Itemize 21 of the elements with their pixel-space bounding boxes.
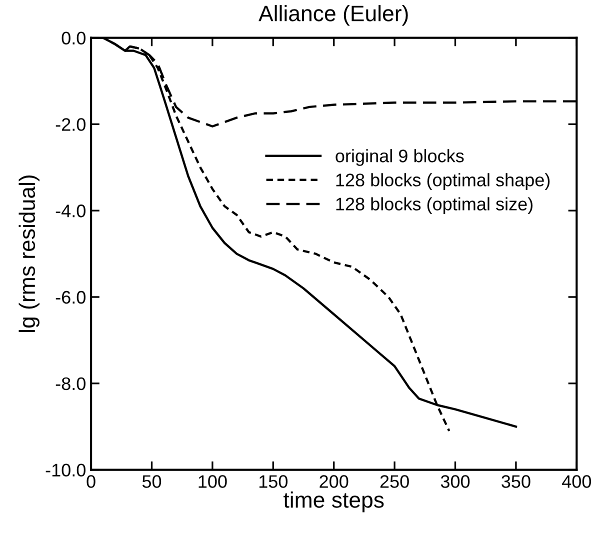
legend-label: 128 blocks (optimal size) — [336, 197, 532, 214]
y-tick-label: -10.0 — [46, 464, 86, 477]
y-tick-label: -8.0 — [56, 377, 86, 390]
y-axis-title: lg (rms residual) — [18, 176, 40, 332]
x-tick-label: 50 — [142, 475, 162, 488]
chart-title: Alliance (Euler) — [258, 5, 408, 26]
legend-label: original 9 blocks — [336, 149, 464, 166]
y-tick-label: 0.0 — [62, 32, 86, 45]
x-tick-label: 400 — [562, 475, 592, 488]
y-tick-label: -6.0 — [56, 290, 86, 304]
legend-label: 128 blocks (optimal shape) — [336, 173, 550, 190]
x-tick-label: 250 — [380, 475, 409, 488]
x-tick-label: 200 — [320, 475, 348, 488]
y-tick-label: -2.0 — [56, 118, 86, 131]
x-tick-label: 150 — [259, 475, 288, 488]
x-tick-label: 0 — [86, 475, 96, 488]
x-axis-title: time steps — [284, 491, 384, 512]
y-tick-label: -4.0 — [56, 204, 86, 218]
x-tick-label: 100 — [198, 475, 227, 488]
x-tick-label: 300 — [440, 475, 470, 488]
x-tick-label: 350 — [502, 475, 530, 488]
